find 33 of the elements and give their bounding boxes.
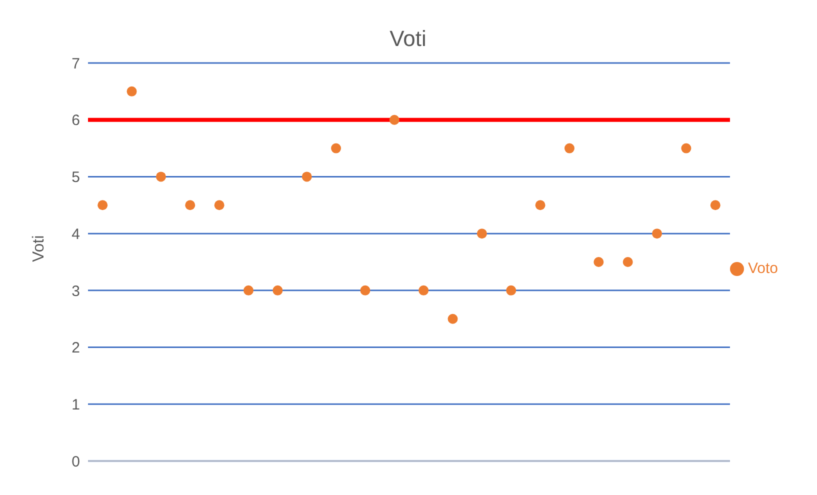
point [360, 285, 370, 296]
y-tick-label: 7 [72, 55, 80, 72]
point [243, 285, 254, 296]
point [564, 143, 574, 154]
y-tick-label: 0 [72, 453, 80, 470]
y-tick-label: 3 [72, 282, 80, 300]
point [448, 314, 458, 324]
point [302, 172, 312, 182]
point [652, 228, 662, 239]
point [389, 114, 400, 125]
y-axis-title: Voti [30, 235, 48, 262]
point [622, 257, 633, 267]
y-tick-label: 5 [72, 169, 80, 186]
point [418, 285, 429, 296]
point [272, 285, 283, 296]
point [681, 143, 692, 154]
y-tick-label: 2 [72, 340, 80, 357]
point [214, 200, 224, 210]
point [476, 228, 487, 239]
point [710, 200, 720, 210]
point [331, 143, 342, 154]
legend-label: Voto [748, 260, 778, 276]
y-tick-label: 6 [72, 112, 80, 130]
point [98, 200, 108, 210]
chart-title: Voti [388, 25, 428, 53]
point [156, 172, 166, 182]
point [126, 86, 137, 96]
point [185, 200, 196, 210]
point [594, 257, 604, 267]
point [535, 200, 546, 210]
y-tick-label: 4 [72, 226, 80, 243]
y-tick-label: 1 [72, 396, 80, 414]
point [506, 285, 516, 296]
